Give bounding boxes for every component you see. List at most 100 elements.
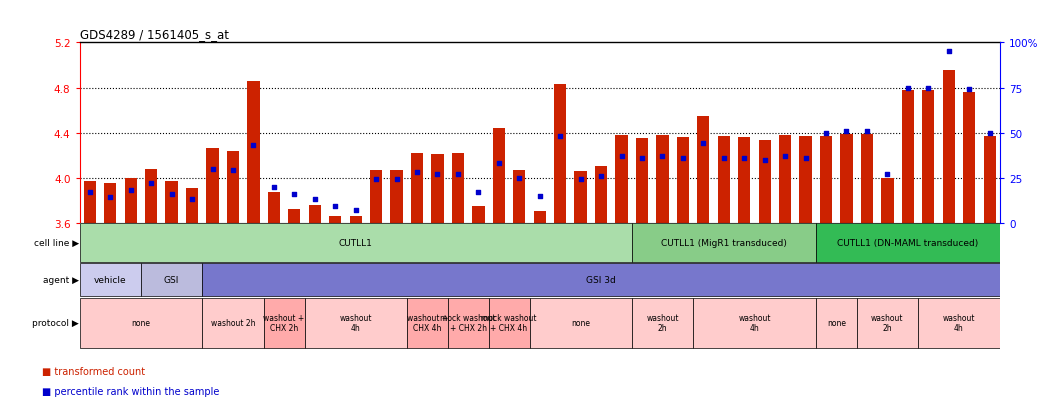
Bar xyxy=(738,138,751,223)
Bar xyxy=(452,154,464,223)
Bar xyxy=(227,151,239,223)
Bar xyxy=(856,298,918,348)
Point xyxy=(920,85,937,92)
Bar xyxy=(963,93,976,223)
Bar xyxy=(202,264,1000,297)
Bar xyxy=(84,182,96,223)
Text: washout
2h: washout 2h xyxy=(871,313,904,333)
Bar xyxy=(305,298,407,348)
Point xyxy=(695,141,712,147)
Point xyxy=(838,128,854,135)
Bar xyxy=(104,184,116,223)
Bar xyxy=(841,134,852,223)
Bar xyxy=(922,90,934,223)
Bar xyxy=(206,149,219,223)
Text: none: none xyxy=(132,318,151,328)
Text: washout
4h: washout 4h xyxy=(942,313,975,333)
Bar xyxy=(636,139,648,223)
Point xyxy=(879,171,896,178)
Text: GSI 3d: GSI 3d xyxy=(586,275,616,285)
Point xyxy=(818,130,834,137)
Point xyxy=(756,157,773,164)
Point xyxy=(654,153,671,160)
Point xyxy=(715,155,732,162)
Point xyxy=(388,177,405,183)
Bar xyxy=(493,129,505,223)
Point xyxy=(348,207,364,214)
Text: washout
2h: washout 2h xyxy=(646,313,678,333)
Bar xyxy=(676,138,689,223)
Point xyxy=(122,188,139,194)
Text: none: none xyxy=(571,318,591,328)
Bar xyxy=(80,298,202,348)
Bar xyxy=(631,224,816,262)
Bar xyxy=(717,137,730,223)
Bar xyxy=(759,141,771,223)
Point xyxy=(940,49,957,56)
Bar xyxy=(80,264,141,297)
Bar xyxy=(616,135,627,223)
Bar xyxy=(329,216,341,223)
Point xyxy=(286,191,303,198)
Bar xyxy=(489,298,530,348)
Bar xyxy=(656,135,669,223)
Bar xyxy=(350,216,362,223)
Text: washout 2h: washout 2h xyxy=(210,318,255,328)
Bar xyxy=(165,182,178,223)
Bar xyxy=(431,154,444,223)
Point xyxy=(899,85,916,92)
Point xyxy=(633,155,650,162)
Point xyxy=(102,195,118,201)
Point xyxy=(470,189,487,196)
Point xyxy=(777,153,794,160)
Bar xyxy=(882,178,893,223)
Text: agent ▶: agent ▶ xyxy=(43,275,80,285)
Text: ■ percentile rank within the sample: ■ percentile rank within the sample xyxy=(42,387,219,396)
Text: ■ transformed count: ■ transformed count xyxy=(42,366,144,376)
Bar xyxy=(816,224,1000,262)
Point xyxy=(224,168,241,174)
Point xyxy=(408,169,425,176)
Point xyxy=(307,197,324,203)
Text: washout +
CHX 4h: washout + CHX 4h xyxy=(406,313,448,333)
Bar xyxy=(247,81,260,223)
Bar xyxy=(264,298,305,348)
Bar xyxy=(407,298,448,348)
Point xyxy=(573,177,589,183)
Bar xyxy=(816,298,856,348)
Text: none: none xyxy=(827,318,846,328)
Bar xyxy=(779,135,792,223)
Text: vehicle: vehicle xyxy=(94,275,127,285)
Bar xyxy=(554,85,566,223)
Bar xyxy=(901,90,914,223)
Point xyxy=(327,204,343,210)
Text: mock washout
+ CHX 2h: mock washout + CHX 2h xyxy=(441,313,496,333)
Text: protocol ▶: protocol ▶ xyxy=(32,318,80,328)
Bar xyxy=(918,298,1000,348)
Point xyxy=(736,155,753,162)
Bar xyxy=(80,224,631,262)
Bar xyxy=(410,154,423,223)
Bar xyxy=(693,298,816,348)
Text: CUTLL1 (DN-MAML transduced): CUTLL1 (DN-MAML transduced) xyxy=(838,239,979,248)
Point xyxy=(552,133,569,140)
Point xyxy=(490,161,507,167)
Bar xyxy=(800,137,811,223)
Point xyxy=(593,173,609,180)
Point xyxy=(142,180,159,187)
Point xyxy=(429,171,446,178)
Bar xyxy=(697,116,710,223)
Bar xyxy=(146,169,157,223)
Bar xyxy=(125,178,137,223)
Bar xyxy=(268,193,280,223)
Bar xyxy=(534,212,545,223)
Text: washout
4h: washout 4h xyxy=(339,313,372,333)
Point xyxy=(449,171,466,178)
Text: GDS4289 / 1561405_s_at: GDS4289 / 1561405_s_at xyxy=(80,28,228,41)
Text: CUTLL1: CUTLL1 xyxy=(339,239,373,248)
Point xyxy=(531,193,549,199)
Bar xyxy=(595,167,607,223)
Point xyxy=(367,177,384,183)
Text: washout +
CHX 2h: washout + CHX 2h xyxy=(264,313,305,333)
Point xyxy=(981,130,998,137)
